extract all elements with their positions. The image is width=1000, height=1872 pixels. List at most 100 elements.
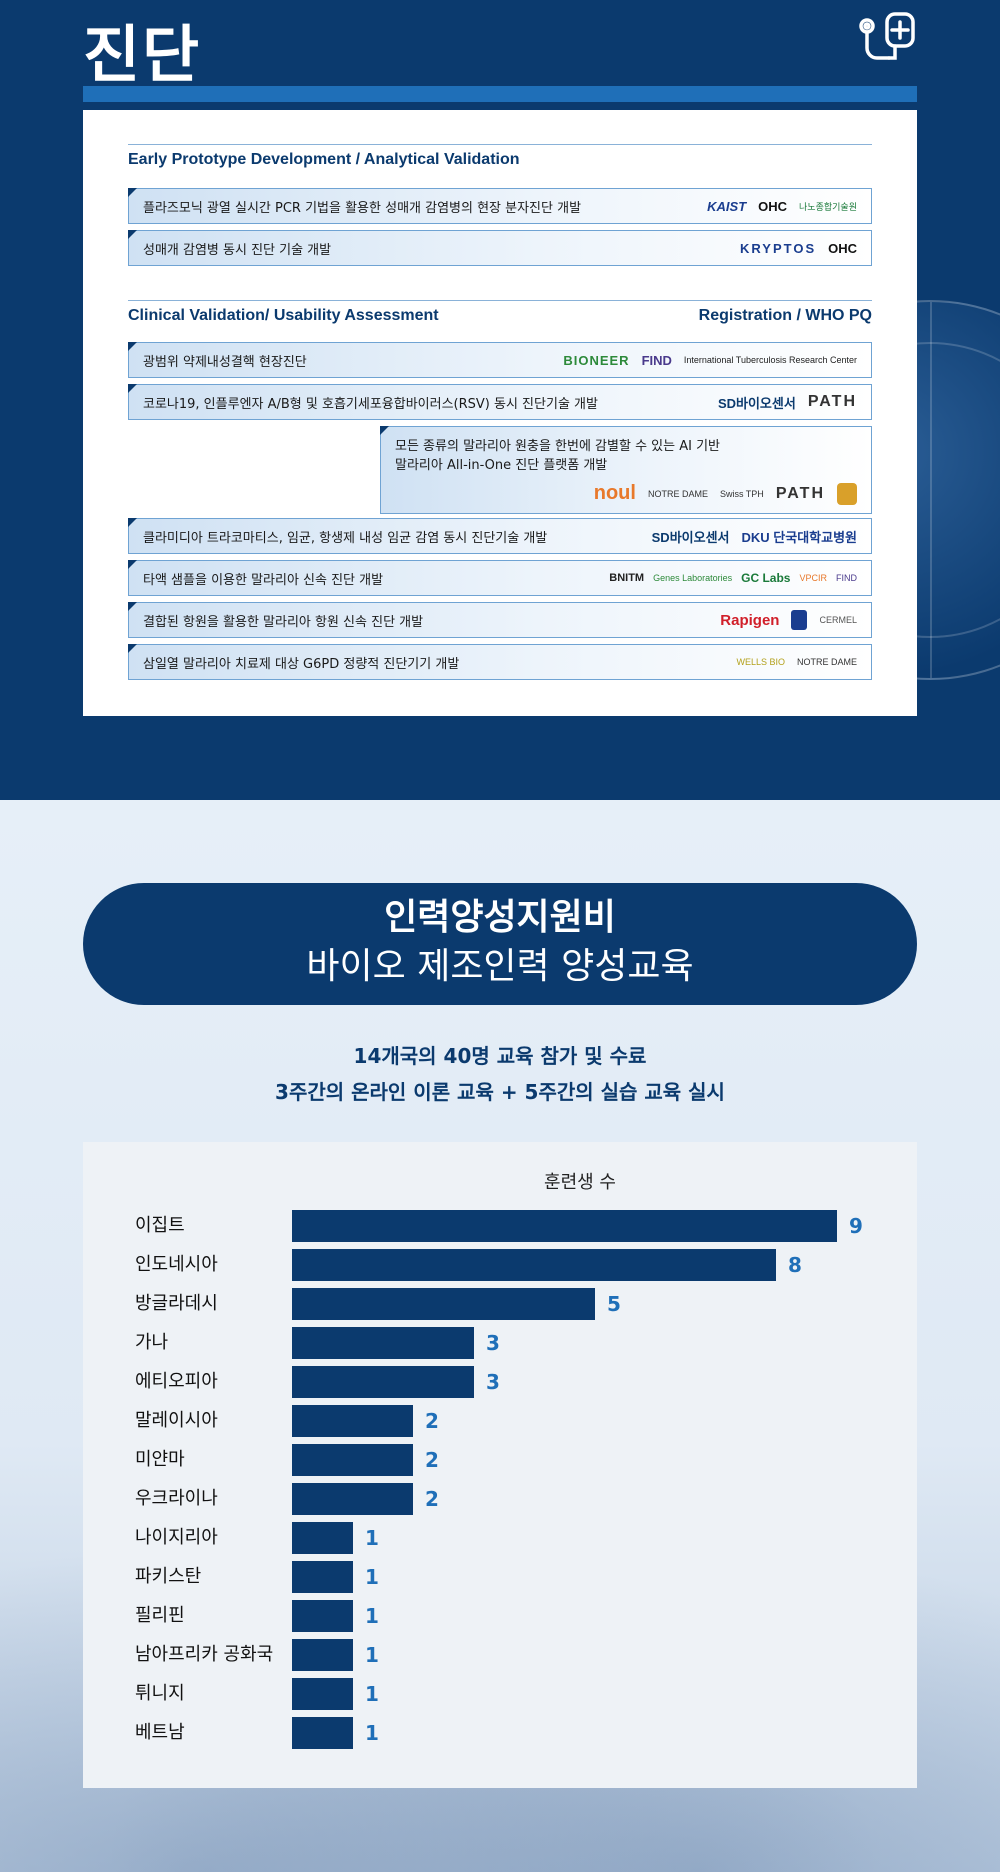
partner-logos: KRYPTOS OHC (740, 241, 871, 256)
vpcir-logo: VPCIR (799, 573, 827, 583)
list-item: 코로나19, 인플루엔자 A/B형 및 호흡기세포융합바이러스(RSV) 동시 … (128, 384, 872, 420)
bar (292, 1639, 353, 1671)
chart-title: 훈련생 수 (544, 1172, 616, 1193)
sd-biosensor-logo: SD바이오센서 (651, 529, 730, 545)
rapigen-logo: Rapigen (720, 611, 780, 629)
nnfc-logo: 나노종합기술원 (799, 201, 857, 212)
category-label: 가나 (135, 1332, 169, 1353)
section-heading-clinical: Clinical Validation/ Usability Assessmen… (128, 300, 872, 325)
research-card: Early Prototype Development / Analytical… (83, 110, 917, 716)
data-label: 1 (365, 1682, 379, 1706)
bar (292, 1210, 837, 1242)
path-logo: PATH (807, 393, 857, 410)
itrc-logo: International Tuberculosis Research Cent… (683, 355, 857, 365)
bar (292, 1678, 353, 1710)
category-label: 이집트 (135, 1215, 185, 1236)
category-label: 남아프리카 공화국 (135, 1644, 274, 1665)
list-item: 타액 샘플을 이용한 말라리아 신속 진단 개발 BNITM Genes Lab… (128, 560, 872, 596)
partner-logos: WELLS BIO NOTRE DAME (736, 657, 871, 667)
data-label: 2 (425, 1487, 439, 1511)
malawi-crest-icon (837, 482, 857, 505)
list-item: 결합된 항원을 활용한 말라리아 항원 신속 진단 개발 Rapigen CER… (128, 602, 872, 638)
data-label: 5 (607, 1292, 621, 1316)
bnitm-logo: BNITM (609, 572, 645, 584)
partner-logos: BNITM Genes Laboratories GC Labs VPCIR F… (609, 571, 871, 585)
category-label: 필리핀 (135, 1605, 185, 1626)
genes-lab-logo: Genes Laboratories (653, 573, 733, 583)
data-label: 2 (425, 1409, 439, 1433)
data-label: 2 (425, 1448, 439, 1472)
data-label: 3 (486, 1331, 500, 1355)
category-label: 에티오피아 (135, 1371, 218, 1392)
stethoscope-icon (859, 12, 915, 60)
notre-dame-logo: NOTRE DAME (796, 657, 857, 667)
training-subtitle: 바이오 제조인력 양성교육 (306, 946, 694, 987)
training-title: 인력양성지원비 (384, 897, 616, 938)
bar (292, 1366, 474, 1398)
data-label: 1 (365, 1604, 379, 1628)
category-label: 방글라데시 (135, 1293, 218, 1314)
dku-hospital-logo: DKU 단국대학교병원 (741, 529, 858, 545)
find-logo: FIND (641, 352, 672, 368)
partner-logos: KAIST OHC 나노종합기술원 (707, 199, 871, 214)
partner-logos: SD바이오센서 PATH (718, 393, 871, 412)
data-label: 1 (365, 1721, 379, 1745)
partner-logos: noul NOTRE DAME Swiss TPH PATH (594, 482, 871, 505)
notre-dame-logo: NOTRE DAME (647, 488, 708, 499)
bar (292, 1288, 595, 1320)
data-label: 1 (365, 1643, 379, 1667)
bar (292, 1249, 776, 1281)
wells-bio-logo: WELLS BIO (736, 657, 785, 667)
ohc-logo: OHC (758, 198, 788, 214)
category-label: 인도네시아 (135, 1254, 218, 1275)
list-item: 클라미디아 트라코마티스, 임균, 항생제 내성 임균 감염 동시 진단기술 개… (128, 518, 872, 554)
training-section: 인력양성지원비 바이오 제조인력 양성교육 14개국의 40명 교육 참가 및 … (0, 800, 1000, 1872)
bar (292, 1444, 413, 1476)
cermel-logo: CERMEL (819, 615, 857, 625)
swiss-tph-logo: Swiss TPH (719, 488, 764, 499)
data-label: 1 (365, 1526, 379, 1550)
partner-logos: Rapigen CERMEL (720, 610, 871, 630)
data-label: 9 (849, 1214, 863, 1238)
category-label: 나이지리아 (135, 1527, 218, 1548)
diagnosis-section: 진단 Early Prototype Development / Analyti… (0, 0, 1000, 800)
category-label: 우크라이나 (135, 1488, 218, 1509)
bar (292, 1405, 413, 1437)
list-item: 삼일열 말라리아 치료제 대상 G6PD 정량적 진단기기 개발 WELLS B… (128, 644, 872, 680)
category-label: 파키스탄 (135, 1566, 202, 1587)
section-heading-early: Early Prototype Development / Analytical… (128, 144, 872, 169)
training-summary-1: 14개국의 40명 교육 참가 및 수료 (353, 1044, 647, 1068)
noul-logo: noul (593, 482, 636, 504)
category-label: 베트남 (135, 1722, 185, 1743)
partner-logos: BIONEER FIND International Tuberculosis … (563, 353, 871, 368)
find-logo: FIND (836, 573, 857, 583)
partner-logos: SD바이오센서 DKU 단국대학교병원 (652, 527, 871, 546)
university-crest-icon (791, 610, 808, 630)
data-label: 1 (365, 1565, 379, 1589)
list-item: 모든 종류의 말라리아 원충을 한번에 감별할 수 있는 AI 기반 말라리아 … (380, 426, 872, 514)
data-label: 3 (486, 1370, 500, 1394)
training-summary-2: 3주간의 온라인 이론 교육 + 5주간의 실습 교육 실시 (275, 1080, 725, 1104)
gc-labs-logo: GC Labs (741, 571, 791, 585)
bar (292, 1600, 353, 1632)
bar (292, 1561, 353, 1593)
category-label: 말레이시아 (135, 1410, 218, 1431)
title-underline-bar (83, 86, 917, 102)
category-label: 튀니지 (135, 1683, 185, 1704)
path-logo: PATH (775, 484, 825, 502)
list-item: 광범위 약제내성결핵 현장진단 BIONEER FIND Internation… (128, 342, 872, 378)
category-label: 미얀마 (135, 1449, 185, 1470)
bar (292, 1717, 353, 1749)
ohc-logo: OHC (828, 240, 857, 256)
kryptos-logo: KRYPTOS (739, 240, 817, 256)
sd-biosensor-logo: SD바이오센서 (717, 395, 796, 411)
kaist-logo: KAIST (707, 198, 747, 214)
list-item: 성매개 감염병 동시 진단 기술 개발 KRYPTOS OHC (128, 230, 872, 266)
trainee-bar-chart: 훈련생 수 이집트 9 인도네시아 8 방글라데시 5 가나 3 에티오피아 3 말레이시아 2 미얀마… (83, 1142, 917, 1788)
list-item: 플라즈모닉 광열 실시간 PCR 기법을 활용한 성매개 감염병의 현장 분자진… (128, 188, 872, 224)
bar (292, 1483, 413, 1515)
bar (292, 1327, 474, 1359)
bar (292, 1522, 353, 1554)
data-label: 8 (788, 1253, 802, 1277)
section-title: 진단 (83, 18, 202, 91)
